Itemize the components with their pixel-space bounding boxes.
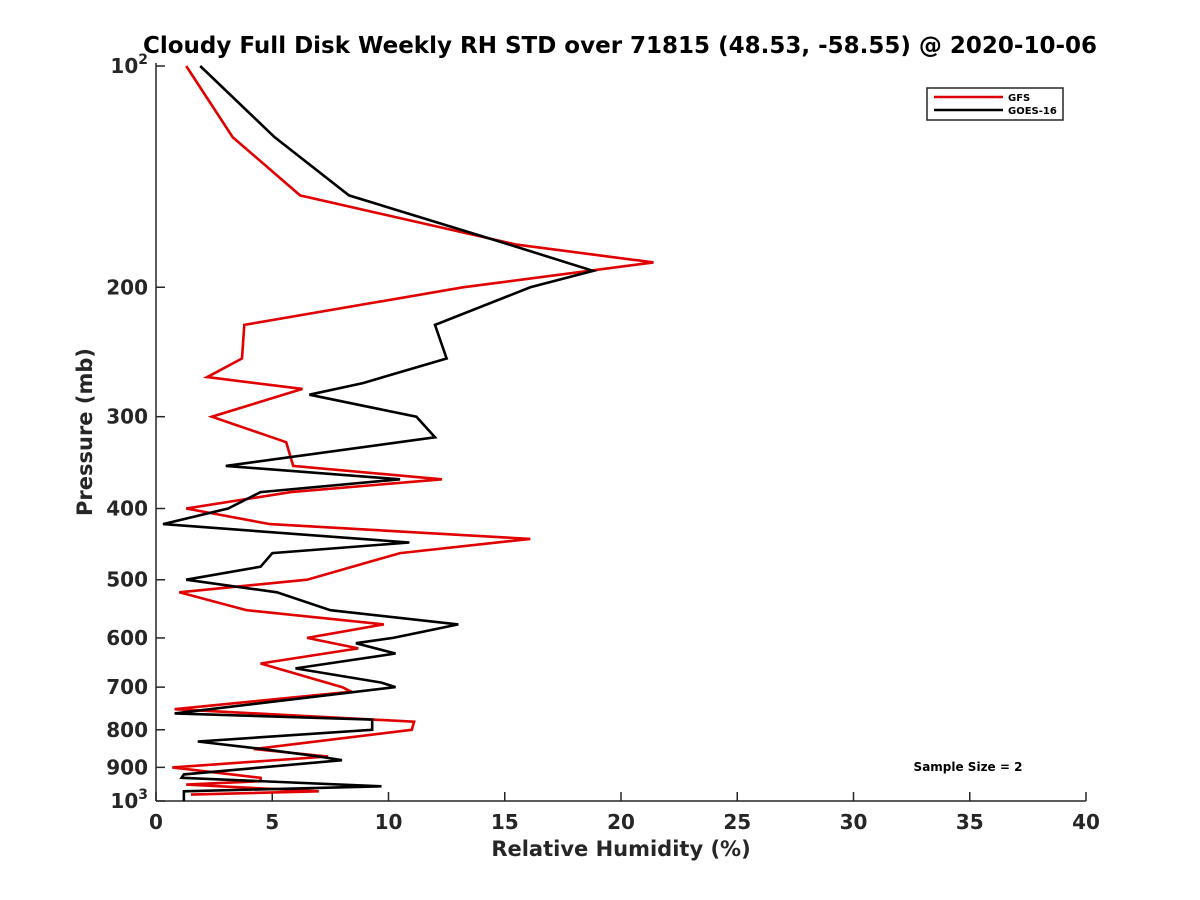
legend-label-gfs: GFS [1008, 93, 1030, 104]
y-tick-label: 300 [106, 405, 148, 429]
x-tick-label: 25 [723, 810, 751, 834]
y-tick-label: 800 [106, 718, 148, 742]
y-tick-label: 102 [110, 52, 148, 78]
y-tick-label: 700 [106, 675, 148, 699]
legend: GFS GOES-16 [926, 87, 1064, 121]
y-tick-label: 103 [110, 787, 148, 813]
series-line-gfs [172, 65, 654, 796]
y-tick-label: 500 [106, 568, 148, 592]
y-tick-label: 200 [106, 275, 148, 299]
x-tick-label: 20 [607, 810, 635, 834]
x-tick-label: 0 [149, 810, 163, 834]
x-axis-label: Relative Humidity (%) [491, 837, 750, 861]
legend-label-goes16: GOES-16 [1008, 106, 1057, 117]
x-tick-label: 35 [956, 810, 984, 834]
legend-box [926, 87, 1064, 121]
y-axis-ticks: 102 200 300 400 500 600 700 800 900 103 [106, 52, 165, 813]
y-tick-label: 600 [106, 626, 148, 650]
series-line-goes-16 [162, 65, 598, 801]
axes [155, 63, 1086, 802]
x-axis-ticks: 0 5 10 15 20 25 30 35 40 [149, 792, 1100, 834]
y-tick-label: 900 [106, 755, 148, 779]
x-tick-label: 5 [265, 810, 279, 834]
chart-title: Cloudy Full Disk Weekly RH STD over 7181… [143, 33, 1097, 59]
y-axis-label: Pressure (mb) [73, 348, 97, 516]
x-tick-label: 10 [375, 810, 403, 834]
x-tick-label: 40 [1072, 810, 1100, 834]
x-tick-label: 30 [840, 810, 868, 834]
series-lines [162, 65, 654, 801]
y-tick-label: 400 [106, 497, 148, 521]
x-tick-label: 15 [491, 810, 519, 834]
sample-size-annotation: Sample Size = 2 [914, 760, 1023, 774]
